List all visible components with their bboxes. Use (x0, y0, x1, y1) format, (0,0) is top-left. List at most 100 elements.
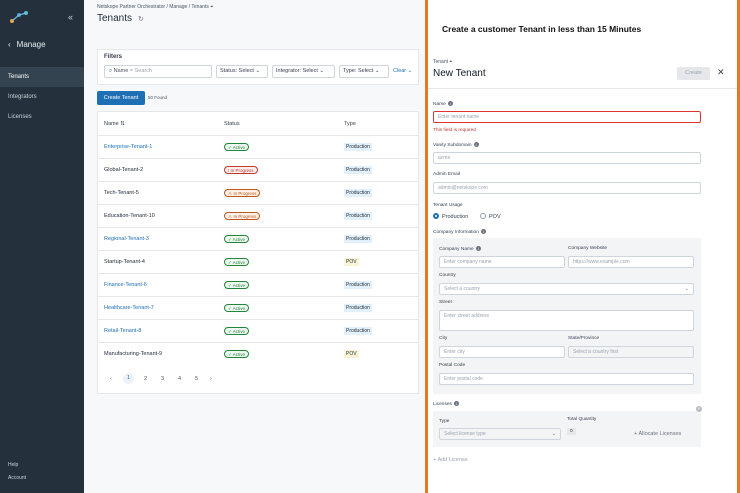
postal-code-input[interactable]: Enter postal code (439, 373, 694, 385)
status-badge: ✓ Active (224, 327, 250, 335)
create-button[interactable]: Create (677, 67, 710, 80)
pin-icon[interactable]: ⌖ (449, 59, 453, 65)
status-filter-select[interactable]: Status: Select ⌄ (216, 65, 268, 78)
sidebar-item-tenants[interactable]: Tenants (0, 67, 84, 87)
tenant-name[interactable]: Enterprise-Tenant-1 (104, 144, 153, 150)
create-tenant-button[interactable]: Create Tenant (97, 91, 145, 105)
subdomain-input[interactable]: acme (433, 152, 701, 164)
column-header-name[interactable]: Name ⇅ (104, 121, 125, 127)
city-label: City (439, 336, 448, 341)
table-row[interactable]: Startup-Tenant-4 ✓ Active POV (98, 250, 418, 273)
add-license-button[interactable]: + Add License (433, 457, 468, 463)
tenant-name[interactable]: Finance-Tenant-6 (104, 282, 147, 288)
status-badge: ⚠ In Progress (224, 189, 261, 197)
table-row[interactable]: Tech-Tenant-5 ⚠ In Progress Production (98, 181, 418, 204)
promo-heading: Create a customer Tenant in less than 15… (442, 24, 642, 34)
type-filter-select[interactable]: Type: Select ⌄ (339, 65, 389, 78)
chevron-down-icon: ⌄ (684, 286, 689, 292)
next-page-icon[interactable]: › (210, 376, 212, 382)
table-row[interactable]: Healthcare-Tenant-7 ✓ Active Production (98, 296, 418, 319)
page-1-button[interactable]: 1 (123, 373, 134, 384)
pin-icon[interactable]: ⌖ (210, 4, 214, 10)
new-tenant-panel: Create a customer Tenant in less than 15… (425, 0, 740, 493)
street-label: Street (439, 300, 452, 305)
info-icon[interactable]: i (475, 246, 481, 251)
close-icon[interactable]: ✕ (717, 67, 725, 77)
search-icon: ⌕ (109, 68, 113, 74)
postal-label: Postal Code (439, 363, 466, 368)
info-icon[interactable]: i (480, 229, 486, 234)
state-select[interactable]: Select a country first (568, 346, 694, 358)
integrator-filter-select[interactable]: Integrator: Select ⌄ (272, 65, 335, 78)
company-name-input[interactable]: Enter company name (439, 256, 565, 268)
panel-eyebrow: Tenant ⌖ (433, 59, 453, 65)
column-header-status: Status (224, 121, 240, 127)
check-icon: ✓ (228, 260, 232, 265)
admin-email-input[interactable]: admin@netskope.com (433, 182, 701, 194)
type-badge: Production (344, 189, 372, 197)
table-row[interactable]: Manufacturing-Tenant-9 ✓ Active POV (98, 342, 418, 365)
tenant-name[interactable]: Healthcare-Tenant-7 (104, 305, 154, 311)
status-badge: ✓ Active (224, 235, 250, 243)
info-icon[interactable]: i (453, 401, 459, 406)
table-row[interactable]: Regional-Tenant-3 ✓ Active Production (98, 227, 418, 250)
check-icon: ✓ (228, 283, 232, 288)
city-input[interactable]: Enter city (439, 346, 565, 358)
status-badge: ! In Progress (224, 166, 258, 174)
chevron-down-icon: ⌄ (319, 68, 325, 74)
country-select[interactable]: Select a country ⌄ (439, 283, 694, 295)
status-badge: ✓ Active (224, 304, 250, 312)
country-label: Country (439, 273, 456, 278)
radio-production[interactable] (433, 213, 439, 219)
plus-icon: + (433, 457, 437, 463)
type-badge: Production (344, 143, 372, 151)
type-badge: Production (344, 327, 372, 335)
manage-back[interactable]: ‹ Manage (8, 40, 46, 49)
allocate-licenses-button[interactable]: + Allocate Licenses (634, 431, 682, 437)
state-label: State/Province (568, 336, 600, 341)
tenant-name[interactable]: Regional-Tenant-3 (104, 236, 149, 242)
sidebar-item-integrators[interactable]: Integrators (8, 94, 37, 100)
prev-page-icon[interactable]: ‹ (110, 376, 112, 382)
street-input[interactable]: Enter street address (439, 310, 694, 331)
page-3-button[interactable]: 3 (161, 376, 165, 382)
info-icon[interactable]: i (447, 101, 453, 106)
tenant-name-input[interactable]: Enter tenant name (433, 111, 701, 123)
collapse-sidebar-icon[interactable]: « (68, 12, 74, 22)
page-2-button[interactable]: 2 (144, 376, 148, 382)
table-row[interactable]: Education-Tenant-10 ⚠ In Progress Producti… (98, 204, 418, 227)
table-row[interactable]: Global-Tenant-2 ! In Progress Production (98, 158, 418, 181)
chevron-left-icon: ‹ (8, 40, 11, 49)
plus-icon: + (634, 431, 638, 437)
sidebar-help[interactable]: Help (8, 462, 19, 468)
search-input[interactable]: ⌕ Name = Search (104, 65, 212, 78)
netskope-logo[interactable] (9, 10, 29, 24)
table-row[interactable]: Enterprise-Tenant-1 ✓ Active Production (98, 135, 418, 158)
status-badge: ⚠ In Progress (224, 212, 261, 220)
tenant-name[interactable]: Retail-Tenant-8 (104, 328, 142, 334)
type-badge: POV (344, 258, 359, 266)
radio-pov[interactable] (480, 213, 486, 219)
table-row[interactable]: Retail-Tenant-8 ✓ Active Production (98, 319, 418, 342)
breadcrumb: Netskope Partner Orchestrator / Manage /… (97, 4, 214, 10)
page-5-button[interactable]: 5 (195, 376, 199, 382)
company-website-input[interactable]: https://www.example.com (568, 256, 694, 268)
company-info-label: Company Information i (433, 229, 486, 235)
tenants-table: Name ⇅ Status Type Enterprise-Tenant-1 ✓ … (97, 111, 419, 394)
sort-icon[interactable]: ⇅ (120, 121, 125, 127)
chevron-down-icon: ⌄ (255, 68, 261, 74)
table-row[interactable]: Finance-Tenant-6 ✓ Active Production (98, 273, 418, 296)
total-quantity-value: 0 (567, 428, 576, 435)
sidebar-item-licenses[interactable]: Licenses (8, 114, 32, 120)
filters-title: Filters (104, 54, 123, 60)
license-type-select[interactable]: Select license type ⌄ (439, 428, 561, 440)
sidebar-account[interactable]: Account (8, 475, 27, 481)
info-icon[interactable]: i (473, 142, 479, 147)
tenant-name: Education-Tenant-10 (104, 213, 155, 219)
status-badge: ✓ Active (224, 281, 250, 289)
page-4-button[interactable]: 4 (178, 376, 182, 382)
refresh-icon[interactable]: ↻ (138, 16, 144, 23)
licenses-label: Licenses i (433, 401, 459, 407)
remove-license-icon[interactable]: × (696, 406, 702, 412)
clear-filters-button[interactable]: Clear ⌄ (393, 68, 413, 74)
